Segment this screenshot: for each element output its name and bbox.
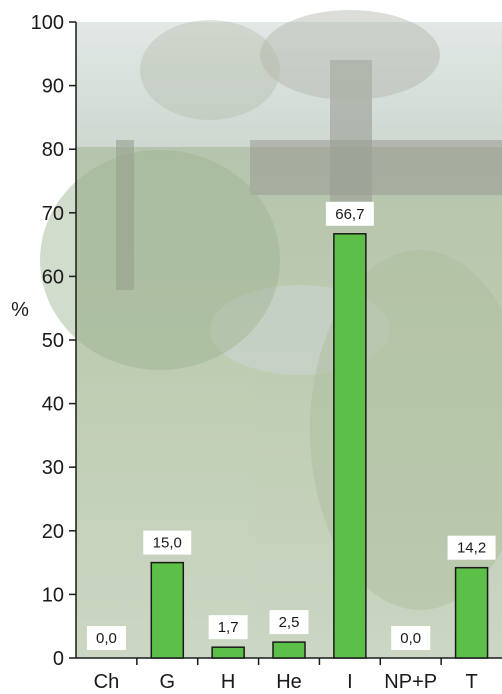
y-tick-label: 30 bbox=[42, 457, 64, 479]
bar bbox=[272, 641, 306, 659]
y-axis-label: % bbox=[11, 299, 29, 321]
y-tick-label: 90 bbox=[42, 76, 64, 98]
y-tick-label: 40 bbox=[42, 394, 64, 416]
x-tick-label: T bbox=[465, 671, 477, 693]
data-label: 14,2 bbox=[457, 540, 486, 557]
data-label-box bbox=[391, 626, 431, 650]
x-tick-label: Ch bbox=[94, 671, 120, 693]
data-label-box bbox=[208, 615, 248, 640]
bar bbox=[211, 646, 245, 659]
data-label: 0,0 bbox=[96, 630, 117, 647]
y-tick-label: 10 bbox=[42, 584, 64, 606]
bar bbox=[454, 566, 489, 659]
y-tick-label: 60 bbox=[42, 266, 64, 288]
data-label: 1,7 bbox=[218, 619, 239, 636]
bar bbox=[150, 561, 185, 659]
x-tick-label: NP+P bbox=[384, 671, 437, 693]
x-tick-label: He bbox=[276, 671, 302, 693]
x-tick-label: I bbox=[347, 671, 353, 693]
x-tick-label: G bbox=[160, 671, 176, 693]
y-tick-label: 0 bbox=[53, 648, 64, 670]
y-tick-label: 70 bbox=[42, 203, 64, 225]
data-label: 66,7 bbox=[335, 206, 364, 223]
data-label: 2,5 bbox=[279, 614, 300, 631]
data-label-box bbox=[447, 535, 496, 560]
y-tick-label: 100 bbox=[31, 12, 64, 34]
y-tick-label: 80 bbox=[42, 139, 64, 161]
axes: 0 10 20 30 40 50 60 70 80 90 100% Ch G H He I NP+P T bbox=[11, 12, 502, 693]
data-label: 15,0 bbox=[153, 535, 182, 552]
background-photo bbox=[40, 10, 502, 658]
y-tick-label: 20 bbox=[42, 521, 64, 543]
data-label-box bbox=[86, 626, 126, 650]
data-label-box bbox=[143, 530, 192, 555]
x-tick-label: H bbox=[221, 671, 235, 693]
y-tick-label: 50 bbox=[42, 330, 64, 352]
data-label-box bbox=[269, 610, 309, 635]
data-label: 0,0 bbox=[400, 630, 421, 647]
bar bbox=[333, 233, 367, 659]
data-label-box bbox=[325, 201, 374, 226]
bars: 0,0 15,0 1,7 2,5 66,7 0,0 14,2 bbox=[86, 201, 496, 659]
